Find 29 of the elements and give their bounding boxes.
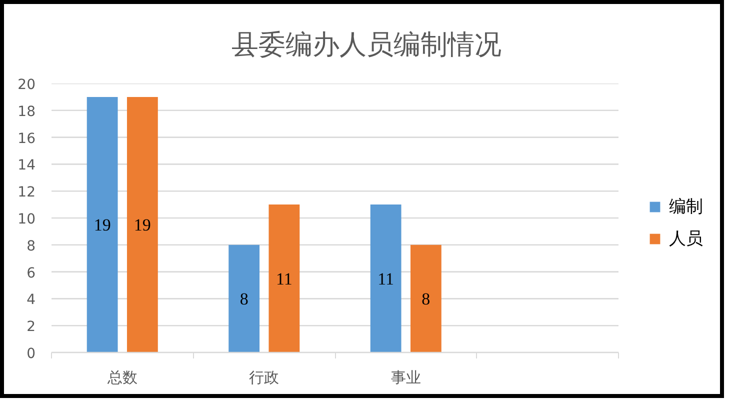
bar xyxy=(268,204,300,352)
y-tick-label: 10 xyxy=(18,212,36,228)
legend-label: 编制 xyxy=(669,196,703,218)
data-label: 8 xyxy=(422,290,430,309)
y-tick-label: 14 xyxy=(18,158,36,174)
bar xyxy=(410,244,442,352)
x-tick-label: 事业 xyxy=(390,368,421,386)
data-label: 11 xyxy=(378,270,394,289)
y-tick-label: 18 xyxy=(18,104,36,120)
data-label: 11 xyxy=(276,270,292,289)
data-label: 19 xyxy=(134,216,151,235)
y-tick-label: 12 xyxy=(18,184,36,201)
bar xyxy=(370,204,402,352)
chart-title: 县委编办人员编制情况 xyxy=(232,30,502,60)
data-label: 19 xyxy=(94,216,111,235)
x-tick-label: 总数 xyxy=(106,368,138,386)
legend-label: 人员 xyxy=(669,228,703,250)
bar xyxy=(86,96,118,352)
y-tick-label: 16 xyxy=(18,130,36,147)
y-tick-label: 6 xyxy=(26,265,36,282)
y-tick-label: 2 xyxy=(26,319,36,336)
bar xyxy=(228,244,260,352)
bar xyxy=(126,96,158,352)
y-tick-label: 0 xyxy=(26,346,36,362)
y-tick-label: 4 xyxy=(26,292,36,308)
y-tick-label: 20 xyxy=(18,77,36,93)
x-tick-label: 行政 xyxy=(249,368,280,386)
data-label: 8 xyxy=(240,290,248,309)
y-tick-label: 8 xyxy=(26,238,36,254)
